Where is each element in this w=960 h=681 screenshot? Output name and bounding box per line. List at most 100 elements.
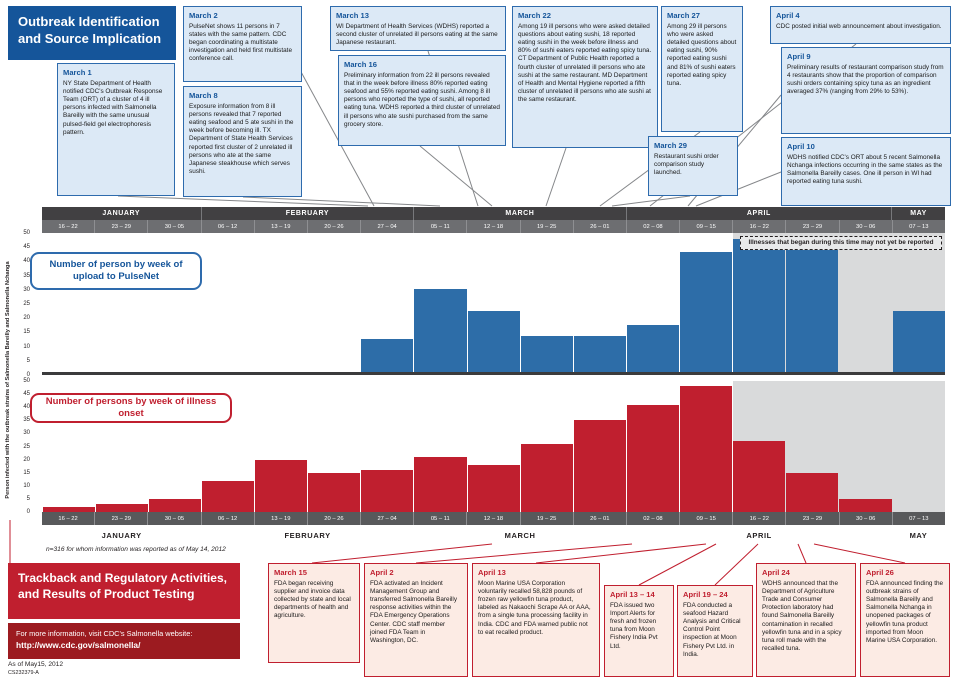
month-label-march: MARCH [414, 207, 627, 220]
bar-week-13 [733, 233, 786, 372]
bar [680, 252, 733, 372]
week-label: 19 – 25 [521, 220, 574, 233]
event-box-march-15: March 15 FDA began receiving supplier an… [268, 563, 360, 663]
month-label-february: FEBRUARY [284, 530, 331, 540]
bar-week-11 [626, 233, 679, 372]
bar [626, 404, 679, 512]
week-label: 06 – 12 [202, 220, 255, 233]
bottom-axis-months: JANUARY FEBRUARY MARCH APRIL MAY [42, 527, 945, 543]
week-label: 16 – 22 [42, 512, 96, 525]
bar-week-12 [680, 233, 733, 372]
y-axis-tick: 10 [23, 343, 30, 350]
cdc-salmonella-url-link[interactable]: http://www.cdc.gov/salmonella/ [16, 640, 141, 651]
more-information-box: For more information, visit CDC's Salmon… [8, 623, 240, 659]
week-label: 26 – 01 [574, 512, 627, 525]
month-label-may: MAY [909, 530, 928, 540]
y-axis-tick: 15 [23, 329, 30, 336]
event-text: Among 29 ill persons who were asked deta… [667, 22, 737, 88]
y-axis-tick: 0 [26, 509, 30, 515]
pulsenet-upload-bar-chart: Illnesses that began during this time ma… [42, 233, 945, 375]
event-date: March 1 [63, 68, 92, 77]
event-text: FDA began receiving supplier and invoice… [274, 579, 351, 620]
event-box-april-24: April 24 WDHS announced that the Departm… [756, 563, 856, 677]
bar-week-7 [414, 233, 467, 372]
event-box-march-2: March 2 PulseNet shows 11 persons in 7 s… [183, 6, 302, 82]
event-box-april-2: April 2 FDA activated an Incident Manage… [364, 563, 468, 677]
y-axis-tick: 5 [26, 495, 30, 502]
event-date: April 4 [776, 11, 800, 20]
event-text: FDA conducted a seafood Hazard Analysis … [683, 601, 741, 658]
week-label: 20 – 26 [308, 512, 362, 525]
bar [42, 506, 95, 512]
as-of-date: As of May15, 2012 [8, 661, 63, 668]
week-label: 23 – 29 [95, 512, 149, 525]
week-label: 16 – 22 [733, 220, 787, 233]
week-label: 20 – 26 [308, 220, 362, 233]
pulsenet-chart-label: Number of person by week of upload to Pu… [30, 252, 202, 290]
bar-week-6 [361, 233, 414, 372]
event-text: FDA announced finding the outbreak strai… [866, 579, 944, 645]
week-label: 16 – 22 [42, 220, 96, 233]
bar-week-12 [680, 381, 733, 512]
month-label-february: FEBRUARY [202, 207, 415, 220]
bar [520, 443, 573, 512]
event-box-april-19-24: April 19 – 24 FDA conducted a seafood Ha… [677, 585, 753, 677]
bar-week-9 [520, 381, 573, 512]
bottom-axis-weeks: 16 – 22 23 – 29 30 – 05 06 – 12 13 – 19 20 – … [42, 512, 945, 525]
month-label-april: APRIL [627, 207, 893, 220]
bar [414, 456, 467, 512]
document-id: CS232379-A [8, 669, 39, 676]
event-box-april-26: April 26 FDA announced finding the outbr… [860, 563, 950, 677]
y-axis-tick: 0 [26, 372, 30, 378]
bar-week-0 [42, 381, 95, 512]
y-axis-tick: 45 [23, 391, 30, 398]
event-date: April 13 [478, 568, 506, 577]
top-chart-y-axis: 50 45 40 35 30 25 20 15 10 5 0 [16, 230, 32, 378]
month-label-january: JANUARY [42, 207, 202, 220]
event-date: March 27 [667, 11, 700, 20]
bar [680, 386, 733, 512]
y-axis-tick: 25 [23, 301, 30, 307]
bar [733, 238, 786, 372]
bar [467, 310, 520, 372]
event-text: FDA issued two Import Alerts for fresh a… [610, 601, 658, 650]
bar-week-10 [573, 381, 626, 512]
event-text: Exposure information from 8 ill persons … [189, 102, 294, 176]
event-text: FDA activated an Incident Management Gro… [370, 579, 458, 645]
event-box-april-10: April 10 WDHS notified CDC's ORT about 5… [781, 137, 951, 206]
week-label: 07 – 13 [909, 223, 929, 230]
bar [467, 464, 520, 512]
bar [626, 324, 679, 372]
bar-week-8 [467, 381, 520, 512]
week-label: 05 – 11 [414, 220, 468, 233]
bar [308, 472, 361, 512]
y-axis-tick: 40 [23, 404, 30, 411]
bar-week-14 [786, 233, 839, 372]
bottom-chart-y-axis: 50 45 40 35 30 25 20 15 10 5 0 [16, 378, 32, 515]
unreported-period-note: Illnesses that began during this time ma… [740, 236, 942, 250]
bar-week-4 [255, 381, 308, 512]
event-text: Preliminary results of restaurant compar… [787, 63, 944, 96]
y-axis-tick: 50 [23, 378, 30, 384]
bar-week-3 [201, 233, 254, 372]
bar-week-13 [733, 381, 786, 512]
bar [520, 335, 573, 372]
event-text: Preliminary information from 22 ill pers… [344, 71, 500, 128]
event-date: March 15 [274, 568, 307, 577]
event-box-april-9: April 9 Preliminary results of restauran… [781, 47, 951, 134]
bar [573, 420, 626, 512]
week-label: 09 – 15 [680, 512, 734, 525]
bar-week-2 [148, 381, 201, 512]
event-date: March 8 [189, 91, 218, 100]
event-date: April 9 [787, 52, 811, 61]
week-label: 02 – 08 [627, 220, 681, 233]
section-title-trackback: Trackback and Regulatory Activities, and… [8, 563, 240, 619]
event-text: Among 19 ill persons who were asked deta… [518, 22, 652, 104]
event-box-march-22: March 22 Among 19 ill persons who were a… [512, 6, 658, 148]
y-axis-tick: 35 [23, 272, 30, 279]
bar-week-15 [839, 233, 892, 372]
bar [786, 238, 839, 372]
week-label: 30 – 06 [840, 220, 893, 233]
y-axis-tick: 25 [23, 443, 30, 450]
illness-onset-bar-chart [42, 381, 945, 512]
